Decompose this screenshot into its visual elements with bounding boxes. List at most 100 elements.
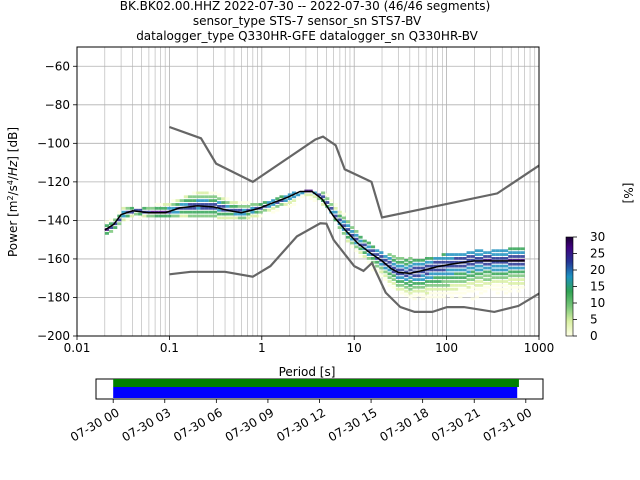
heatmap-cell bbox=[516, 274, 521, 278]
heatmap-cell bbox=[424, 260, 430, 264]
heatmap-cell bbox=[229, 212, 234, 216]
heatmap-cell bbox=[429, 264, 434, 268]
heatmap-cell bbox=[449, 295, 455, 299]
heatmap-cell bbox=[158, 214, 164, 218]
heatmap-cell bbox=[408, 287, 413, 291]
heatmap-cell bbox=[474, 268, 480, 272]
heatmap-cell bbox=[437, 257, 442, 260]
heatmap-cell bbox=[429, 283, 434, 287]
heatmap-cell bbox=[512, 266, 517, 270]
heatmap-cell bbox=[350, 237, 355, 241]
heatmap-cell bbox=[370, 249, 376, 253]
heatmap-cell bbox=[408, 260, 413, 264]
heatmap-cell bbox=[454, 264, 459, 268]
heatmap-cell bbox=[196, 203, 201, 206]
heatmap-cell bbox=[429, 287, 434, 291]
x-tick-label: 100 bbox=[435, 341, 458, 355]
heatmap-cell bbox=[474, 283, 480, 287]
heatmap-cell bbox=[512, 255, 517, 258]
heatmap-cell bbox=[445, 268, 450, 272]
heatmap-cell bbox=[508, 278, 513, 281]
heatmap-cell bbox=[325, 201, 330, 204]
heatmap-cell bbox=[512, 285, 517, 289]
heatmap-cell bbox=[221, 204, 226, 208]
heatmap-cell bbox=[204, 210, 209, 214]
heatmap-cell bbox=[479, 283, 484, 287]
heatmap-cell bbox=[441, 295, 446, 299]
heatmap-cell bbox=[499, 280, 504, 283]
heatmap-cell bbox=[454, 253, 459, 256]
heatmap-cell bbox=[225, 197, 230, 201]
heatmap-cell bbox=[466, 285, 471, 289]
heatmap-cell bbox=[462, 253, 467, 256]
heatmap-cell bbox=[291, 199, 297, 203]
heatmap-cell bbox=[291, 203, 297, 206]
heatmap-cell bbox=[138, 216, 143, 220]
heatmap-cell bbox=[454, 291, 459, 295]
heatmap-cell bbox=[383, 255, 388, 258]
heatmap-cell bbox=[420, 274, 425, 278]
heatmap-cell bbox=[512, 282, 517, 285]
heatmap-cell bbox=[233, 216, 238, 220]
heatmap-cell bbox=[254, 203, 259, 206]
heatmap-cell bbox=[308, 197, 313, 201]
heatmap-cell bbox=[192, 206, 197, 210]
heatmap-cell bbox=[370, 245, 376, 249]
heatmap-cell bbox=[503, 280, 509, 283]
heatmap-cell bbox=[441, 291, 446, 295]
heatmap-cell bbox=[433, 295, 438, 299]
heatmap-cell bbox=[437, 295, 442, 299]
heatmap-cell bbox=[175, 203, 180, 206]
heatmap-cell bbox=[266, 208, 272, 212]
heatmap-cell bbox=[520, 251, 525, 255]
heatmap-cell bbox=[512, 274, 517, 278]
heatmap-cell bbox=[129, 206, 134, 210]
heatmap-cell bbox=[400, 260, 405, 264]
heatmap-cell bbox=[104, 220, 109, 224]
timeline-tick-label: 07-30 06 bbox=[171, 405, 225, 444]
title-line-1: BK.BK02.00.HHZ 2022-07-30 -- 2022-07-30 … bbox=[120, 0, 491, 13]
heatmap-cell bbox=[287, 204, 292, 208]
heatmap-cell bbox=[121, 206, 126, 210]
heatmap-cell bbox=[404, 293, 409, 297]
heatmap-cell bbox=[495, 283, 500, 287]
heatmap-cell bbox=[474, 264, 480, 268]
heatmap-cell bbox=[445, 260, 450, 264]
heatmap-cell bbox=[225, 201, 230, 204]
heatmap-cell bbox=[495, 276, 500, 280]
heatmap-cell bbox=[495, 264, 500, 268]
heatmap-cell bbox=[449, 291, 455, 295]
heatmap-cell bbox=[391, 262, 396, 266]
heatmap-cell bbox=[113, 226, 118, 229]
heatmap-cell bbox=[445, 253, 450, 256]
heatmap-cell bbox=[217, 212, 222, 216]
heatmap-cell bbox=[217, 193, 222, 197]
heatmap-cell bbox=[454, 268, 459, 272]
timeline-tick-label: 07-30 03 bbox=[120, 405, 174, 444]
heatmap-cell bbox=[491, 260, 496, 264]
heatmap-cell bbox=[449, 268, 455, 272]
heatmap-cell bbox=[121, 210, 126, 214]
heatmap-cell bbox=[158, 206, 164, 210]
heatmap-cell bbox=[429, 276, 434, 280]
heatmap-cell bbox=[499, 272, 504, 276]
heatmap-cell bbox=[108, 222, 114, 226]
heatmap-cell bbox=[221, 216, 226, 220]
heatmap-cell bbox=[200, 206, 205, 210]
heatmap-cell bbox=[495, 280, 500, 283]
heatmap-cell bbox=[508, 266, 513, 270]
heatmap-cell bbox=[321, 195, 326, 199]
heatmap-cell bbox=[117, 210, 122, 214]
heatmap-cell bbox=[237, 216, 243, 220]
heatmap-cell bbox=[433, 287, 438, 291]
heatmap-cell bbox=[445, 280, 450, 283]
heatmap-cell bbox=[192, 199, 197, 203]
heatmap-cell bbox=[192, 195, 197, 199]
heatmap-cell bbox=[491, 253, 496, 256]
heatmap-cell bbox=[154, 214, 159, 218]
heatmap-cell bbox=[179, 203, 184, 206]
heatmap-cell bbox=[271, 210, 276, 214]
heatmap-cell bbox=[266, 201, 272, 204]
heatmap-cell bbox=[499, 283, 504, 287]
heatmap-cell bbox=[391, 285, 396, 289]
